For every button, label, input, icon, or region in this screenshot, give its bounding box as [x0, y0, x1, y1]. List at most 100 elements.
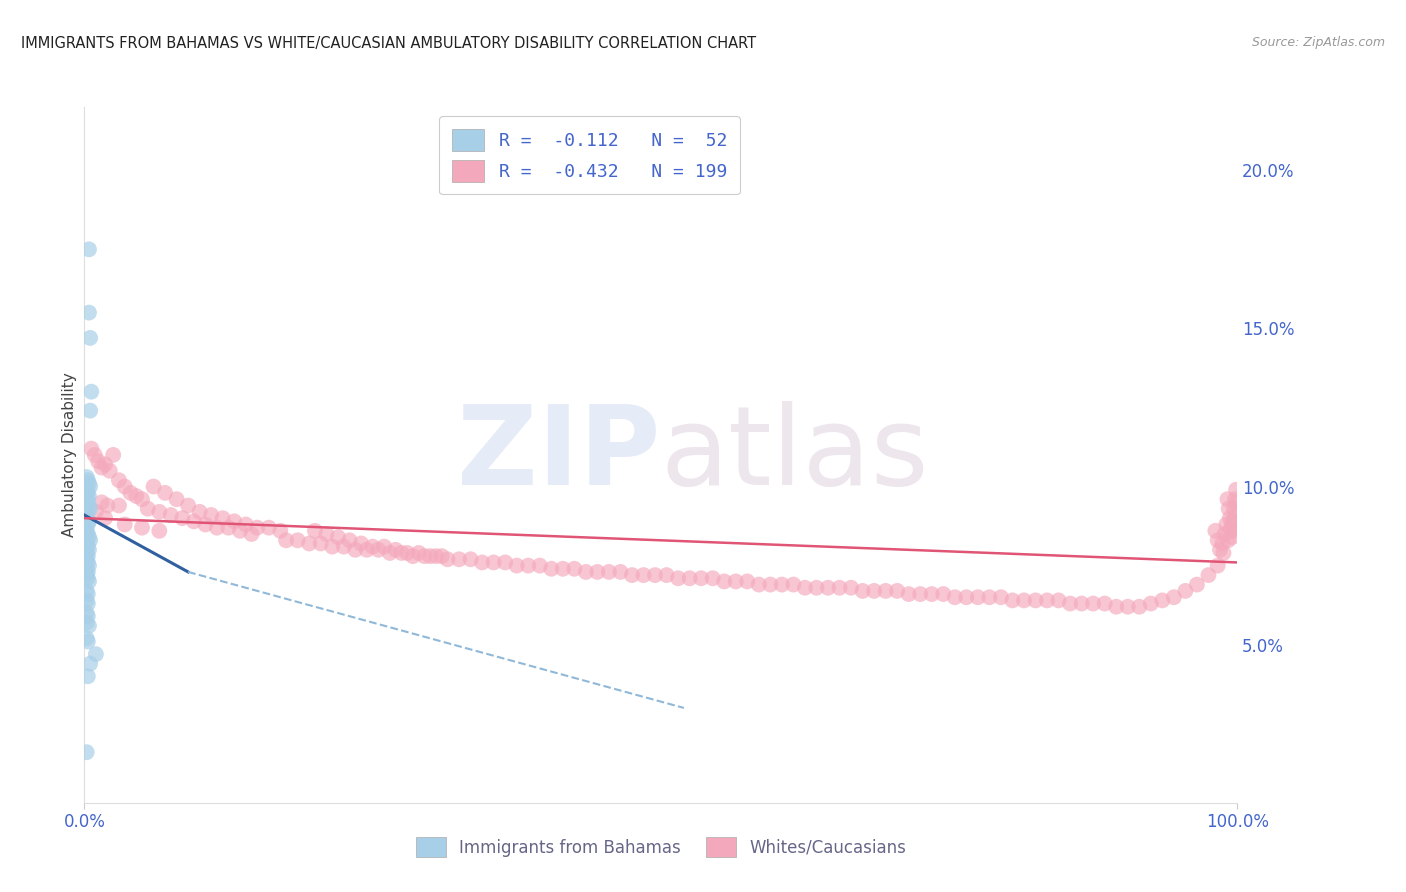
Point: [257, 521, 280, 535]
Point: [1204, 524, 1226, 538]
Point: [990, 591, 1012, 605]
Point: [96, 499, 118, 513]
Point: [460, 552, 482, 566]
Point: [1216, 533, 1239, 548]
Point: [1047, 593, 1070, 607]
Point: [494, 556, 516, 570]
Point: [598, 565, 620, 579]
Point: [344, 542, 367, 557]
Point: [125, 489, 148, 503]
Point: [131, 521, 153, 535]
Point: [84, 647, 107, 661]
Point: [148, 524, 170, 538]
Point: [384, 542, 406, 557]
Point: [430, 549, 453, 563]
Point: [304, 524, 326, 538]
Text: ZIP: ZIP: [457, 401, 661, 508]
Point: [713, 574, 735, 589]
Point: [506, 558, 529, 573]
Point: [436, 552, 458, 566]
Point: [482, 556, 505, 570]
Point: [724, 574, 747, 589]
Point: [333, 540, 356, 554]
Point: [759, 577, 782, 591]
Point: [183, 514, 205, 528]
Point: [76, 615, 98, 630]
Point: [943, 591, 966, 605]
Point: [87, 454, 110, 468]
Point: [205, 521, 228, 535]
Point: [136, 501, 159, 516]
Point: [83, 448, 105, 462]
Point: [94, 511, 117, 525]
Point: [77, 489, 100, 503]
Point: [77, 558, 100, 573]
Point: [76, 609, 98, 624]
Point: [77, 499, 100, 513]
Point: [276, 533, 298, 548]
Point: [1140, 597, 1163, 611]
Point: [229, 524, 252, 538]
Point: [90, 495, 112, 509]
Point: [737, 574, 759, 589]
Point: [413, 549, 436, 563]
Point: [148, 505, 170, 519]
Point: [194, 517, 217, 532]
Point: [76, 568, 98, 582]
Point: [679, 571, 702, 585]
Point: [108, 499, 131, 513]
Point: [76, 505, 98, 519]
Point: [76, 597, 98, 611]
Point: [224, 514, 246, 528]
Point: [1211, 536, 1233, 550]
Point: [655, 568, 678, 582]
Point: [76, 536, 98, 550]
Point: [77, 243, 100, 257]
Point: [471, 556, 494, 570]
Point: [839, 581, 862, 595]
Point: [76, 517, 98, 532]
Point: [1174, 583, 1197, 598]
Point: [79, 403, 101, 417]
Point: [1219, 511, 1241, 525]
Point: [76, 583, 98, 598]
Point: [235, 517, 257, 532]
Point: [177, 499, 200, 513]
Point: [396, 546, 419, 560]
Point: [1025, 593, 1047, 607]
Point: [806, 581, 828, 595]
Point: [1001, 593, 1024, 607]
Point: [114, 517, 136, 532]
Point: [240, 527, 263, 541]
Point: [979, 591, 1001, 605]
Point: [90, 460, 112, 475]
Point: [361, 540, 384, 554]
Point: [108, 473, 131, 487]
Point: [269, 524, 291, 538]
Point: [142, 479, 165, 493]
Point: [79, 657, 101, 671]
Point: [76, 495, 98, 509]
Point: [84, 505, 107, 519]
Point: [1212, 546, 1234, 560]
Point: [666, 571, 689, 585]
Point: [1070, 597, 1092, 611]
Point: [551, 562, 574, 576]
Text: atlas: atlas: [661, 401, 929, 508]
Point: [350, 536, 373, 550]
Point: [246, 521, 269, 535]
Point: [76, 546, 98, 560]
Point: [748, 577, 770, 591]
Point: [1116, 599, 1139, 614]
Point: [76, 587, 98, 601]
Point: [1222, 514, 1244, 528]
Point: [1206, 533, 1229, 548]
Point: [794, 581, 817, 595]
Point: [1105, 599, 1128, 614]
Point: [76, 669, 98, 683]
Point: [76, 524, 98, 538]
Point: [80, 442, 103, 456]
Point: [76, 556, 98, 570]
Point: [1220, 530, 1243, 544]
Point: [76, 470, 98, 484]
